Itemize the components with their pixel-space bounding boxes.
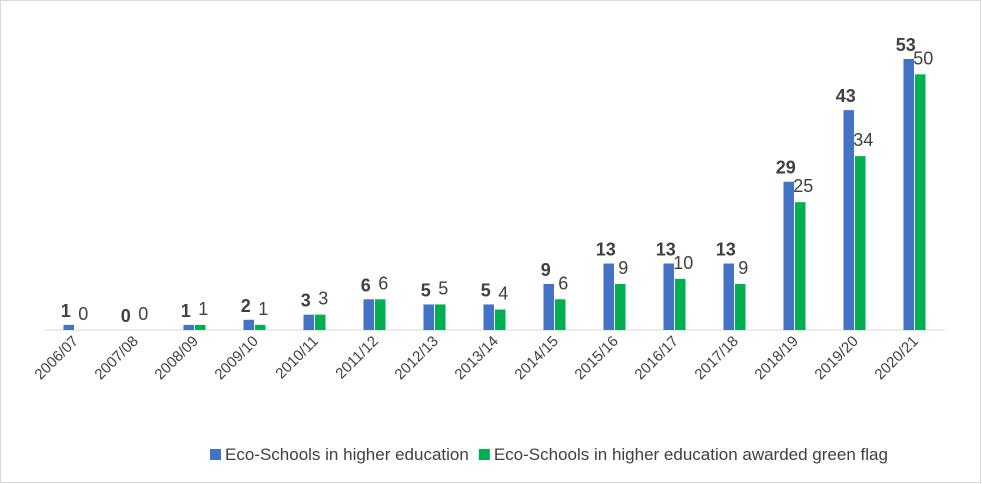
legend-label: Eco-Schools in higher education <box>225 445 469 464</box>
bar <box>795 202 806 330</box>
data-label: 5 <box>481 280 491 300</box>
data-label: 50 <box>913 48 933 68</box>
bar <box>255 324 266 330</box>
legend-swatch <box>478 449 490 460</box>
data-label: 1 <box>181 301 191 321</box>
data-label: 6 <box>378 273 388 293</box>
data-label: 43 <box>836 86 856 106</box>
data-label: 10 <box>673 253 693 273</box>
bar <box>423 304 434 330</box>
bar <box>543 283 554 330</box>
bar <box>615 283 626 330</box>
bar <box>735 283 746 330</box>
data-label: 13 <box>656 240 676 260</box>
bar <box>243 319 254 330</box>
bar <box>483 304 494 330</box>
data-label: 29 <box>776 158 796 178</box>
data-label: 3 <box>301 291 311 311</box>
data-label: 34 <box>853 130 873 150</box>
bar <box>375 299 386 330</box>
data-label: 2 <box>241 296 251 316</box>
bar <box>195 324 206 330</box>
data-label: 6 <box>361 275 371 295</box>
bar <box>183 324 194 330</box>
data-label: 53 <box>896 35 916 55</box>
data-label: 1 <box>258 299 268 319</box>
data-label: 5 <box>438 278 448 298</box>
bar <box>723 263 734 330</box>
data-label: 6 <box>558 273 568 293</box>
bar <box>603 263 614 330</box>
data-label: 0 <box>78 304 88 324</box>
data-label: 1 <box>61 301 71 321</box>
data-label: 0 <box>121 306 131 326</box>
bar <box>495 309 506 330</box>
data-label: 13 <box>716 240 736 260</box>
bar <box>915 74 926 330</box>
bar <box>435 304 446 330</box>
bar <box>843 110 854 330</box>
data-label: 0 <box>138 304 148 324</box>
bar <box>783 181 794 330</box>
bar <box>663 263 674 330</box>
data-label: 9 <box>738 258 748 278</box>
bar <box>555 299 566 330</box>
data-label: 5 <box>421 280 431 300</box>
bar <box>363 299 374 330</box>
bar <box>855 156 866 330</box>
data-label: 9 <box>541 260 551 280</box>
bar <box>315 314 326 330</box>
legend-label: Eco-Schools in higher education awarded … <box>494 445 888 464</box>
data-label: 1 <box>198 299 208 319</box>
bar <box>903 59 914 330</box>
data-label: 9 <box>618 258 628 278</box>
bar <box>675 278 686 330</box>
data-label: 4 <box>498 284 508 304</box>
bar <box>63 324 74 330</box>
bar <box>303 314 314 330</box>
data-label: 25 <box>793 176 813 196</box>
legend-swatch <box>210 449 221 460</box>
data-label: 3 <box>318 289 328 309</box>
data-label: 13 <box>596 240 616 260</box>
